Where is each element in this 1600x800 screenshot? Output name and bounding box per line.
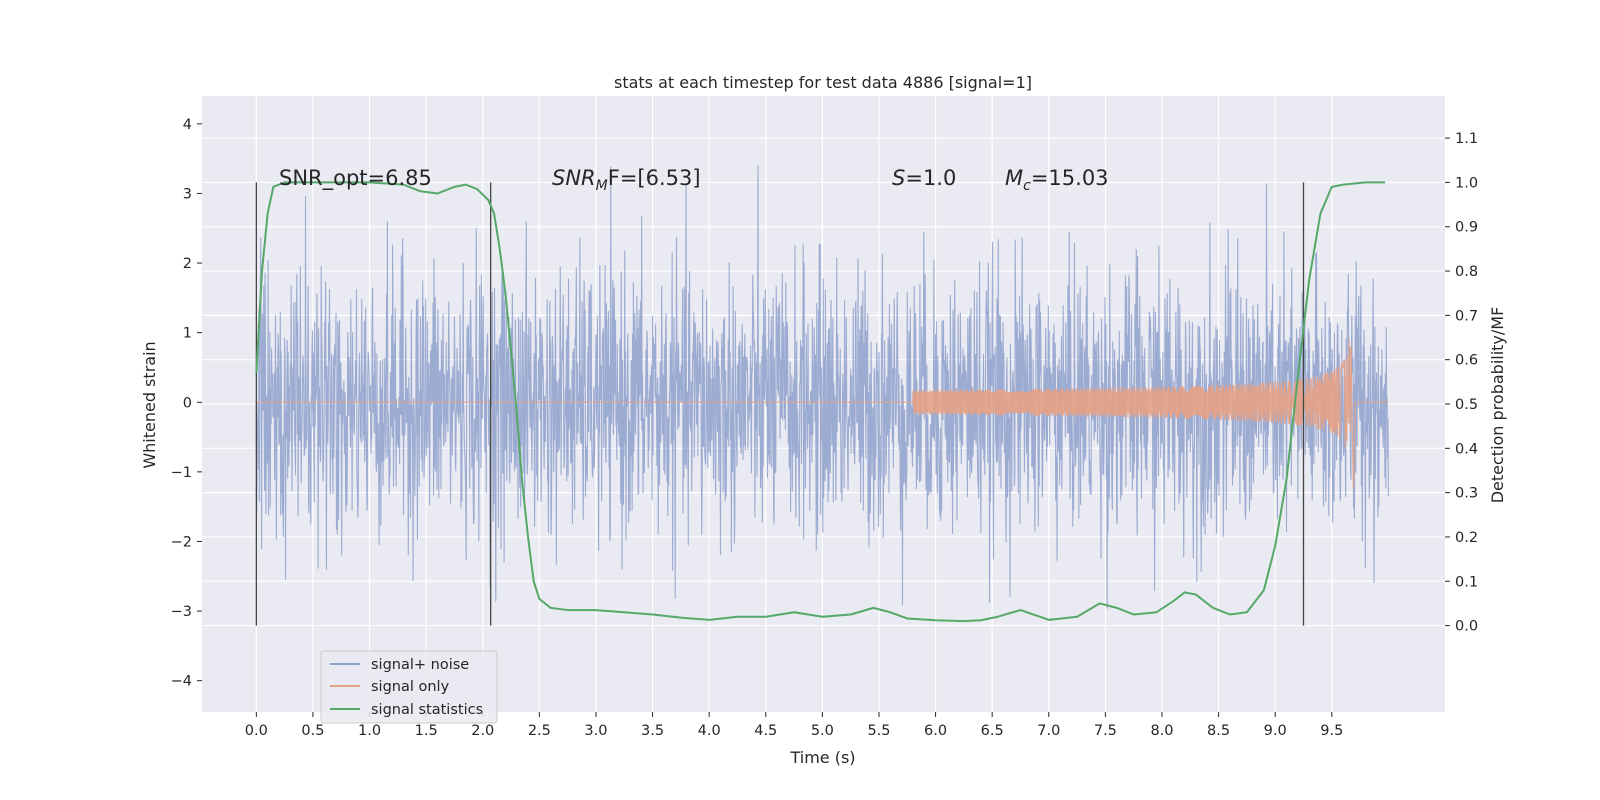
y2-tick-label: 0.9 — [1455, 220, 1478, 236]
legend-label-noise: signal+ noise — [371, 657, 469, 673]
x-tick-label: 8.5 — [1207, 723, 1230, 739]
x-tick-label: 7.0 — [1037, 723, 1060, 739]
legend: signal+ noise signal only signal statist… — [320, 650, 498, 724]
mc-symbol: M — [1005, 166, 1023, 190]
y2-tick-label: 0.3 — [1455, 486, 1478, 502]
mc-value: =15.03 — [1031, 166, 1109, 190]
statistics-line — [255, 181, 1385, 623]
y-tick-label: 1 — [183, 326, 192, 342]
y2-tick-label: 0.4 — [1455, 441, 1478, 457]
mc-subscript: c — [1023, 178, 1031, 194]
y2-tick-label: 0.1 — [1455, 574, 1478, 590]
y-axis-label: Whitened strain — [140, 341, 159, 468]
s-symbol: S — [892, 166, 905, 190]
vertical-markers — [255, 182, 1305, 626]
x-tick-label: 3.5 — [641, 723, 664, 739]
snr-mf-suffix: F=[6.53] — [608, 166, 701, 190]
y-tick-label: 2 — [183, 256, 192, 272]
x-tick-label: 9.0 — [1264, 723, 1287, 739]
legend-label-statistics: signal statistics — [371, 702, 483, 718]
bottom-axis-ticks: 0.0 0.5 1.0 1.5 2.0 2.5 3.0 3.5 4.0 4.5 5.0 5.5 6.0 6… — [245, 712, 1343, 739]
x-tick-label: 8.0 — [1150, 723, 1173, 739]
y-tick-label: 3 — [183, 186, 192, 202]
s-annotation: S=1.0 — [892, 166, 956, 190]
x-tick-label: 3.0 — [584, 723, 607, 739]
y2-axis-label: Detection probability/MF — [1488, 307, 1507, 504]
x-tick-label: 0.5 — [301, 723, 324, 739]
y2-tick-label: 0.5 — [1455, 397, 1478, 413]
snr-opt-annotation: SNR_opt=6.85 — [279, 166, 432, 191]
x-tick-label: 9.5 — [1320, 723, 1343, 739]
x-tick-label: 6.5 — [981, 723, 1004, 739]
x-tick-label: 1.5 — [415, 723, 438, 739]
y-tick-label: −2 — [171, 534, 192, 550]
x-tick-label: 1.0 — [358, 723, 381, 739]
signal-trace — [256, 338, 1389, 490]
s-value: =1.0 — [905, 166, 956, 190]
x-tick-label: 7.5 — [1094, 723, 1117, 739]
y-tick-label: −3 — [171, 604, 192, 620]
y2-tick-label: 1.0 — [1455, 175, 1478, 191]
snr-mf-prefix: SNR — [552, 166, 596, 190]
y2-tick-label: 0.7 — [1455, 308, 1478, 324]
x-tick-label: 5.0 — [811, 723, 834, 739]
right-axis-ticks: 1.1 1.0 0.9 0.8 0.7 0.6 0.5 0.4 0.3 0.2 0.1 0.0 — [1445, 131, 1478, 635]
mc-annotation: Mc=15.03 — [1005, 166, 1109, 194]
noise-trace — [255, 165, 1389, 609]
x-tick-label: 4.0 — [698, 723, 721, 739]
legend-box — [320, 650, 498, 724]
y2-tick-label: 0.2 — [1455, 530, 1478, 546]
x-tick-label: 2.0 — [471, 723, 494, 739]
plot-area — [255, 165, 1389, 626]
x-tick-label: 2.5 — [528, 723, 551, 739]
x-axis-label: Time (s) — [789, 748, 855, 767]
x-tick-label: 5.5 — [867, 723, 890, 739]
x-tick-label: 4.5 — [754, 723, 777, 739]
snr-mf-subscript: M — [596, 178, 608, 194]
y2-tick-label: 0.0 — [1455, 619, 1478, 635]
left-axis-ticks: 4 3 2 1 0 −1 −2 −3 −4 — [171, 117, 202, 690]
y2-tick-label: 0.8 — [1455, 264, 1478, 280]
y2-tick-label: 0.6 — [1455, 353, 1478, 369]
noise-series — [255, 165, 1389, 609]
y-tick-label: 0 — [183, 395, 192, 411]
signal-statistics-series — [255, 181, 1385, 623]
y-tick-label: 4 — [183, 117, 192, 133]
snr-mf-annotation: SNRMF=[6.53] — [552, 166, 701, 194]
signal-only-series — [256, 338, 1389, 490]
y2-tick-label: 1.1 — [1455, 131, 1478, 147]
chart-title: stats at each timestep for test data 488… — [614, 73, 1032, 92]
x-tick-label: 0.0 — [245, 723, 268, 739]
legend-label-signal: signal only — [371, 679, 450, 695]
x-tick-label: 6.0 — [924, 723, 947, 739]
y-tick-label: −4 — [171, 674, 192, 690]
y-tick-label: −1 — [171, 465, 192, 481]
